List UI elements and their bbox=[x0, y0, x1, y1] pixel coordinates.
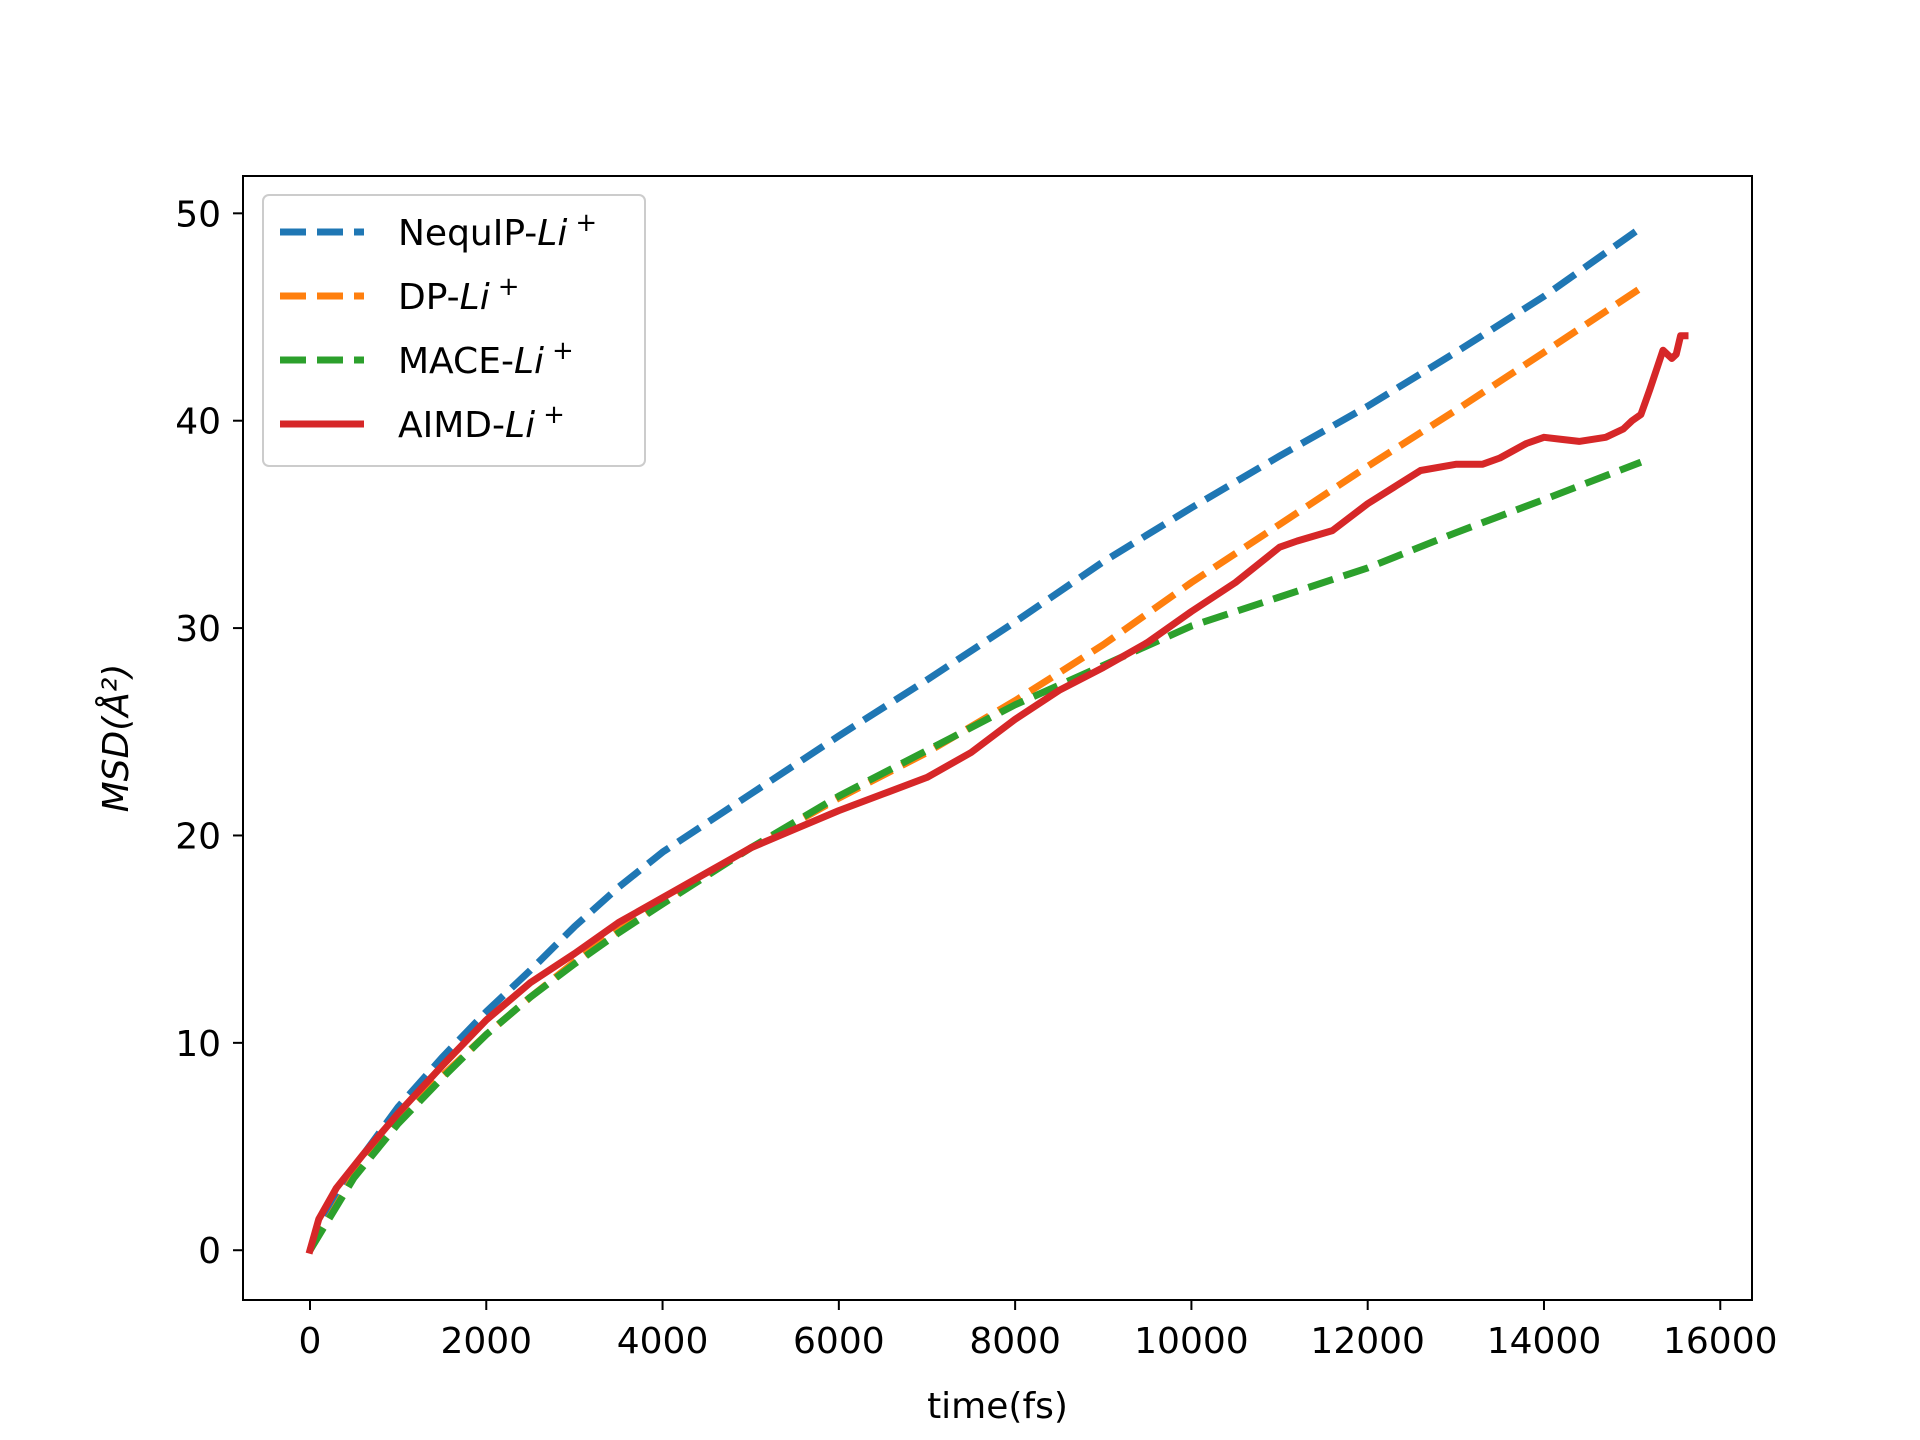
x-tick-label: 0 bbox=[299, 1321, 322, 1362]
x-tick-label: 4000 bbox=[617, 1321, 709, 1362]
x-tick-label: 2000 bbox=[440, 1321, 532, 1362]
legend-entry-4: AIMD-Li + bbox=[398, 400, 565, 446]
y-axis-label: MSD(Å²) bbox=[94, 664, 137, 813]
legend-entry-1: NequIP-Li + bbox=[398, 208, 597, 254]
x-tick-label: 8000 bbox=[969, 1321, 1061, 1362]
plot-frame bbox=[242, 175, 1753, 1301]
legend-label-ion: Li bbox=[514, 341, 544, 382]
legend-box bbox=[262, 194, 646, 467]
legend-label-base: MACE- bbox=[398, 341, 514, 382]
legend-entry-3: MACE-Li + bbox=[398, 336, 574, 382]
x-axis-ticks: 0 2000 4000 6000 8000 10000 12000 14000 16000 bbox=[299, 1300, 1778, 1362]
x-tick-label: 14000 bbox=[1487, 1321, 1602, 1362]
y-tick-label: 0 bbox=[198, 1231, 221, 1272]
legend-label-sup: + bbox=[552, 336, 574, 366]
series-line-4 bbox=[305, 332, 1689, 1255]
legend-label-base: NequIP- bbox=[398, 213, 537, 254]
legend-label-base: DP- bbox=[398, 277, 460, 318]
y-tick-label: 30 bbox=[175, 609, 221, 650]
y-tick-label: 50 bbox=[175, 194, 221, 235]
series-line-3 bbox=[307, 458, 1643, 1253]
legend-label-sup: + bbox=[575, 208, 597, 238]
y-tick-label: 10 bbox=[175, 1024, 221, 1065]
x-tick-label: 10000 bbox=[1134, 1321, 1249, 1362]
y-tick-label: 20 bbox=[175, 816, 221, 857]
legend-entry-2: DP-Li + bbox=[398, 272, 520, 318]
legend-label-sup: + bbox=[498, 272, 520, 302]
x-tick-label: 12000 bbox=[1310, 1321, 1425, 1362]
x-axis-label: time(fs) bbox=[927, 1386, 1068, 1427]
series-line-1 bbox=[306, 224, 1643, 1252]
x-tick-label: 16000 bbox=[1663, 1321, 1778, 1362]
y-axis-ticks: 0 10 20 30 40 50 bbox=[175, 194, 243, 1272]
y-tick-label: 40 bbox=[175, 402, 221, 443]
legend-label-ion: Li bbox=[505, 405, 535, 446]
legend: NequIP-Li +DP-Li +MACE-Li +AIMD-Li + bbox=[262, 194, 646, 467]
legend-label-ion: Li bbox=[460, 277, 490, 318]
series-layer bbox=[305, 224, 1689, 1255]
legend-label-sup: + bbox=[543, 400, 565, 430]
legend-label-base: AIMD- bbox=[398, 405, 505, 446]
legend-label-ion: Li bbox=[537, 213, 567, 254]
x-tick-label: 6000 bbox=[793, 1321, 885, 1362]
